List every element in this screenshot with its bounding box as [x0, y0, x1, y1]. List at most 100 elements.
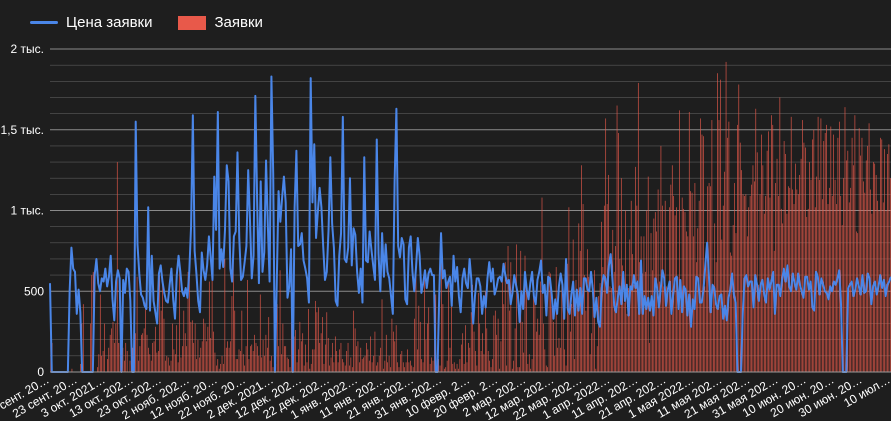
bid-bar	[639, 262, 641, 372]
bid-bar	[620, 178, 622, 372]
bid-bar	[782, 223, 784, 372]
y-tick-label: 2 тыс.	[11, 42, 44, 56]
bid-bar	[449, 347, 451, 372]
bid-bar	[329, 365, 330, 372]
bid-bar	[503, 304, 505, 372]
bid-bar	[783, 141, 785, 372]
bid-bar	[211, 268, 213, 372]
bid-bar	[888, 144, 890, 372]
bid-bar	[411, 365, 413, 372]
bid-bar	[609, 286, 611, 372]
bid-bar	[619, 258, 621, 372]
bid-bar	[463, 363, 465, 372]
bid-bar	[742, 194, 744, 372]
bid-bar	[588, 276, 590, 372]
bid-bar	[473, 331, 475, 372]
bid-bar	[758, 284, 759, 372]
bid-bar	[299, 321, 301, 372]
bid-bar	[417, 349, 418, 372]
bid-bar	[557, 347, 558, 372]
bid-bar	[715, 262, 717, 372]
bid-bar	[378, 355, 380, 372]
bid-bar	[558, 338, 560, 372]
bid-bar	[810, 179, 812, 372]
legend-item-bids[interactable]: Заявки	[178, 14, 263, 31]
bid-bar	[293, 336, 295, 372]
bid-bar	[207, 326, 209, 372]
bid-bar	[200, 347, 202, 372]
bid-bar	[562, 297, 564, 372]
bid-bar	[364, 355, 366, 372]
bid-bar	[138, 360, 139, 372]
bid-bar	[80, 363, 81, 372]
y-tick-label: 1,5 тыс.	[1, 123, 44, 137]
bid-bar	[172, 323, 173, 372]
bid-bar	[622, 265, 624, 372]
bid-bar	[846, 160, 847, 372]
bid-bar	[749, 195, 751, 372]
bid-bar	[332, 342, 333, 372]
bid-bar	[795, 163, 796, 372]
bid-bar	[315, 300, 316, 372]
bid-bar	[216, 365, 217, 372]
bid-bar	[291, 321, 292, 372]
bid-bar	[174, 354, 176, 372]
bid-bar	[148, 347, 149, 372]
bid-bar	[598, 296, 599, 372]
legend-label-bids: Заявки	[214, 14, 263, 31]
bid-bar	[303, 365, 305, 372]
bid-bar	[115, 323, 117, 372]
bid-bar	[104, 323, 105, 372]
bid-bar	[388, 355, 390, 372]
bid-bar	[456, 363, 458, 372]
bid-bar	[165, 360, 166, 372]
bid-bar	[806, 216, 808, 372]
bid-bar	[494, 310, 496, 372]
bid-bar	[282, 323, 284, 372]
bid-bar	[376, 365, 377, 372]
bid-bar	[696, 262, 697, 372]
bid-bar	[581, 165, 582, 372]
bid-bar	[790, 116, 792, 372]
bid-bar	[107, 359, 108, 372]
bid-bar	[206, 341, 207, 372]
bid-bar	[342, 359, 343, 372]
bid-bar	[458, 368, 459, 372]
bid-bar	[612, 229, 614, 372]
bid-bar	[258, 355, 260, 372]
bid-bar	[438, 359, 439, 372]
bid-bar	[109, 334, 111, 372]
bid-bar	[860, 155, 861, 372]
bid-bar	[633, 284, 635, 372]
bid-bar	[690, 191, 691, 372]
bid-bar	[340, 342, 342, 372]
bid-bar	[519, 367, 520, 372]
bid-bar	[837, 137, 839, 372]
bid-bar	[142, 333, 144, 372]
bid-bar	[506, 365, 507, 372]
bid-bar	[878, 210, 880, 372]
bid-bar	[861, 137, 863, 372]
bid-bar	[528, 354, 530, 372]
bid-bar	[513, 360, 515, 372]
bid-bar	[538, 334, 540, 372]
bid-bar	[213, 331, 214, 372]
legend-label-price: Цена заявки	[66, 14, 153, 31]
bid-bar	[225, 347, 227, 372]
bid-bar	[875, 174, 877, 372]
bid-bar	[272, 367, 274, 372]
bid-bar	[350, 357, 352, 372]
bid-bar	[421, 359, 422, 372]
bid-bar	[727, 137, 728, 372]
bid-bar	[720, 79, 721, 372]
bid-bar	[281, 354, 282, 372]
bid-bar	[591, 333, 592, 372]
bid-bar	[864, 192, 866, 372]
bid-bar	[803, 142, 805, 372]
bid-bar	[739, 142, 741, 372]
legend-item-price[interactable]: Цена заявки	[30, 14, 152, 31]
bid-bar	[496, 334, 498, 372]
bid-bar	[637, 82, 639, 372]
bid-bar	[497, 318, 499, 372]
bid-bar	[230, 341, 231, 372]
